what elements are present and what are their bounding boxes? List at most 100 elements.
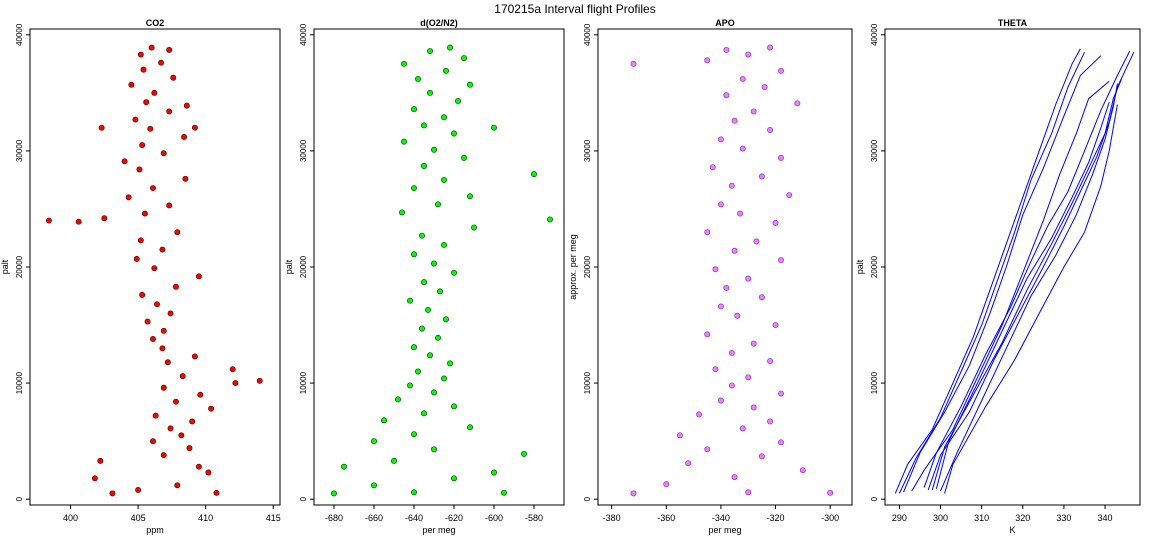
- data-point: [739, 425, 746, 432]
- y-tick-label: 20000: [583, 255, 592, 278]
- data-point: [232, 380, 239, 387]
- data-point: [391, 457, 397, 464]
- data-point: [799, 467, 806, 474]
- data-point: [447, 360, 453, 367]
- data-point: [491, 124, 497, 131]
- x-tick-label: 330: [1056, 513, 1071, 523]
- profile-line: [927, 51, 1135, 491]
- data-point: [767, 358, 774, 364]
- data-point: [772, 322, 779, 328]
- data-point: [151, 89, 158, 96]
- data-point: [521, 450, 527, 457]
- data-point: [75, 218, 82, 225]
- x-tick-label: -340: [712, 513, 730, 523]
- data-point: [141, 210, 148, 217]
- y-tick-label: 10000: [299, 371, 308, 394]
- data-point: [167, 310, 174, 317]
- data-point: [451, 130, 457, 137]
- y-tick-label: 40000: [583, 23, 592, 46]
- data-point: [154, 301, 160, 308]
- chart-title: CO2: [146, 18, 165, 28]
- data-point: [737, 210, 743, 217]
- data-point: [491, 469, 497, 476]
- data-point: [137, 51, 144, 58]
- data-point: [136, 166, 143, 173]
- data-point: [441, 176, 447, 183]
- x-tick-label: 410: [198, 513, 213, 523]
- y-tick-label: 0: [15, 496, 24, 501]
- data-point: [160, 327, 167, 334]
- data-point: [739, 75, 746, 82]
- data-point: [794, 100, 801, 107]
- x-tick-label: 340: [1098, 513, 1113, 523]
- y-tick-label: 10000: [583, 371, 592, 394]
- data-point: [767, 418, 774, 425]
- data-point: [152, 412, 159, 419]
- data-point: [415, 75, 421, 82]
- data-point: [101, 215, 108, 222]
- x-axis-label: K: [1009, 525, 1015, 535]
- data-point: [471, 224, 477, 231]
- y-tick-label: 40000: [15, 23, 24, 46]
- data-point: [717, 201, 724, 208]
- data-point: [455, 98, 461, 104]
- data-point: [676, 432, 683, 439]
- data-point: [630, 490, 637, 497]
- y-tick-label: 20000: [870, 255, 879, 278]
- data-point: [761, 84, 768, 90]
- data-point: [786, 192, 793, 198]
- x-tick-label: -660: [365, 513, 383, 523]
- data-point: [728, 382, 735, 389]
- data-point: [443, 67, 449, 74]
- data-point: [399, 209, 405, 216]
- data-point: [501, 489, 507, 496]
- data-point: [704, 229, 711, 236]
- data-point: [411, 431, 417, 438]
- data-point: [723, 284, 730, 291]
- data-point: [421, 122, 427, 129]
- data-point: [441, 114, 447, 121]
- data-point: [172, 398, 179, 405]
- data-point: [451, 475, 457, 482]
- data-point: [467, 424, 473, 431]
- y-tick-label: 30000: [15, 139, 24, 162]
- data-point: [441, 241, 447, 248]
- data-point: [45, 217, 52, 224]
- data-point: [401, 138, 407, 145]
- data-point: [437, 288, 443, 295]
- data-point: [447, 44, 453, 51]
- data-point: [150, 438, 156, 445]
- y-axis-label: palt: [284, 259, 294, 274]
- data-point: [183, 102, 190, 109]
- data-point: [431, 146, 437, 153]
- data-point: [395, 396, 401, 403]
- data-point: [160, 384, 167, 391]
- data-point: [717, 397, 724, 404]
- data-point: [148, 44, 155, 51]
- data-point: [451, 269, 457, 276]
- data-point: [663, 481, 670, 488]
- data-point: [151, 265, 158, 272]
- data-point: [166, 46, 173, 53]
- data-point: [181, 134, 188, 140]
- data-point: [427, 48, 433, 55]
- data-point: [415, 368, 421, 375]
- data-point: [431, 389, 437, 396]
- data-point: [758, 453, 765, 460]
- data-point: [132, 116, 139, 123]
- profile-line: [903, 55, 1102, 493]
- data-point: [229, 366, 236, 373]
- data-point: [712, 366, 719, 373]
- data-point: [143, 99, 150, 106]
- data-point: [451, 403, 457, 410]
- x-tick-label: 290: [892, 513, 907, 523]
- profile-line: [940, 83, 1118, 492]
- data-point: [121, 158, 128, 165]
- data-point: [709, 164, 716, 171]
- data-point: [411, 489, 417, 496]
- data-point: [778, 257, 784, 263]
- y-tick-label: 0: [583, 496, 592, 501]
- data-point: [401, 60, 407, 67]
- y-axis-label: palt: [855, 259, 865, 274]
